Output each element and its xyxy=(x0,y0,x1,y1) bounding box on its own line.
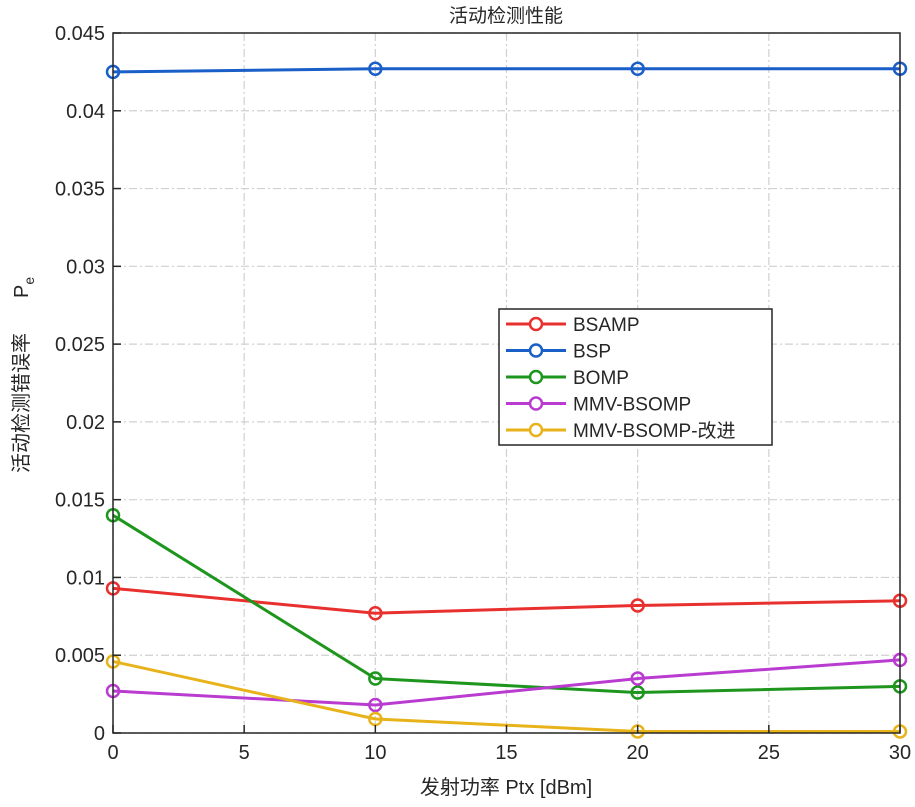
data-point-marker xyxy=(368,671,383,686)
y-tick-label: 0.01 xyxy=(66,567,105,589)
y-tick-label: 0.005 xyxy=(55,645,105,667)
legend-label: BOMP xyxy=(573,368,629,389)
x-tick-label: 25 xyxy=(758,742,780,764)
series-line xyxy=(112,67,900,74)
legend-marker xyxy=(528,316,544,332)
legend-label: BSAMP xyxy=(573,315,640,336)
ticks: 0 5 10 15 20 25 30 0 0.005 0.01 0.015 0.02 0.025 0.03… xyxy=(55,23,911,764)
series-line xyxy=(112,658,901,707)
y-axis-symbol-p: P xyxy=(11,285,33,298)
y-tick-label: 0.02 xyxy=(66,412,105,434)
y-axis-label: 活动检测错误率 xyxy=(10,333,33,473)
x-tick-label: 5 xyxy=(239,742,250,764)
data-point-marker xyxy=(630,598,645,613)
data-point-marker xyxy=(368,697,383,713)
legend-marker xyxy=(528,422,544,438)
y-tick-label: 0.025 xyxy=(55,334,105,356)
legend-marker xyxy=(528,396,544,411)
y-axis-symbol: Pe xyxy=(11,277,37,298)
legend-item: BOMP xyxy=(506,368,629,389)
x-tick-label: 30 xyxy=(889,742,911,764)
legend-marker xyxy=(528,369,544,385)
legend-item: MMV-BSOMP-改进 xyxy=(506,420,736,442)
series-line xyxy=(112,513,901,695)
data-point-marker xyxy=(630,685,645,700)
x-tick-label: 0 xyxy=(107,742,118,764)
chart-title: 活动检测性能 xyxy=(449,5,563,27)
y-tick-label: 0 xyxy=(94,723,105,745)
legend: BSAMP BSP BOMP MMV-BSOMP MMV-BSOMP-改进 xyxy=(498,308,773,446)
data-point-marker xyxy=(368,605,383,621)
x-axis-label: 发射功率 Ptx [dBm] xyxy=(420,776,592,799)
data-point-marker xyxy=(368,61,383,77)
legend-item: BSP xyxy=(506,342,611,363)
y-tick-label: 0.015 xyxy=(55,490,105,512)
legend-label: BSP xyxy=(573,342,611,363)
data-point-marker xyxy=(630,61,645,77)
legend-label: MMV-BSOMP-改进 xyxy=(573,420,736,442)
legend-label: MMV-BSOMP xyxy=(573,395,691,416)
x-tick-label: 20 xyxy=(627,742,649,764)
legend-item: BSAMP xyxy=(506,315,640,336)
y-tick-label: 0.035 xyxy=(55,179,105,201)
y-tick-label: 0.04 xyxy=(66,101,105,123)
legend-marker xyxy=(528,343,544,358)
y-tick-label: 0.03 xyxy=(66,256,105,278)
data-point-marker xyxy=(630,671,645,686)
series-line xyxy=(112,586,901,615)
y-axis-symbol-sub: e xyxy=(21,277,37,285)
x-tick-label: 10 xyxy=(364,742,386,764)
y-axis-label-text: 活动检测错误率 xyxy=(10,333,33,473)
x-tick-label: 15 xyxy=(495,742,517,764)
y-tick-label: 0.045 xyxy=(55,23,105,45)
legend-item: MMV-BSOMP xyxy=(506,395,691,416)
